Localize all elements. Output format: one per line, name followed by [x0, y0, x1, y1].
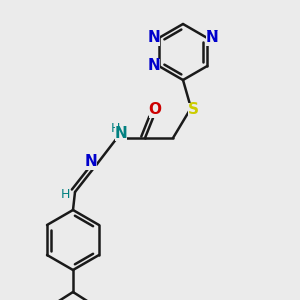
Text: N: N: [115, 125, 128, 140]
Text: S: S: [188, 103, 199, 118]
Text: N: N: [206, 31, 219, 46]
Text: H: H: [60, 188, 70, 200]
Text: O: O: [148, 103, 161, 118]
Text: N: N: [85, 154, 98, 169]
Text: N: N: [206, 31, 219, 46]
Text: N: N: [147, 58, 160, 74]
Text: H: H: [110, 122, 120, 136]
Text: N: N: [147, 31, 160, 46]
